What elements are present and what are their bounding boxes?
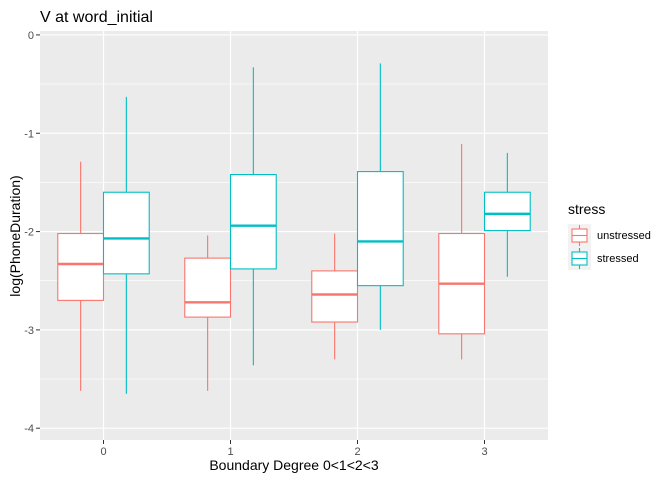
x-axis-title: Boundary Degree 0<1<2<3 (209, 457, 379, 473)
box-unstressed-1 (184, 235, 232, 391)
x-tick-label: 0 (100, 446, 106, 458)
box-stressed-3 (483, 152, 531, 277)
legend-label: stressed (597, 253, 639, 265)
box-iqr (356, 171, 404, 287)
box-stressed-2 (356, 63, 404, 330)
legend: stress unstressed stressed (568, 201, 651, 270)
x-tick-label: 3 (481, 446, 487, 458)
y-axis-title: log(PhoneDuration) (7, 175, 23, 296)
y-tick-label: -1 (24, 128, 34, 140)
box-iqr (483, 191, 531, 232)
legend-item-stressed: stressed (568, 247, 639, 270)
y-tick-label: -3 (24, 325, 34, 337)
box-iqr (311, 270, 359, 323)
y-tick-label: -2 (24, 227, 34, 239)
x-tick-label: 1 (227, 446, 233, 458)
box-iqr (57, 232, 105, 301)
chart-title: V at word_initial (40, 9, 153, 26)
legend-item-unstressed: unstressed (568, 224, 651, 247)
x-tick-label: 2 (354, 446, 360, 458)
x-axis-ticks: 0 1 2 3 (100, 440, 488, 458)
box-unstressed-0 (57, 161, 105, 391)
box-stressed-1 (229, 67, 277, 366)
box-iqr (102, 191, 150, 275)
legend-title: stress (568, 201, 605, 217)
box-unstressed-2 (311, 233, 359, 360)
y-tick-label: 0 (28, 30, 34, 42)
box-unstressed-3 (438, 144, 486, 360)
box-series (57, 63, 531, 394)
y-tick-label: -4 (24, 423, 34, 435)
legend-label: unstressed (597, 230, 651, 242)
box-stressed-0 (102, 96, 150, 394)
y-axis-ticks: 0 -1 -2 -3 -4 (24, 30, 40, 435)
box-iqr (184, 257, 232, 318)
box-iqr (229, 173, 277, 270)
